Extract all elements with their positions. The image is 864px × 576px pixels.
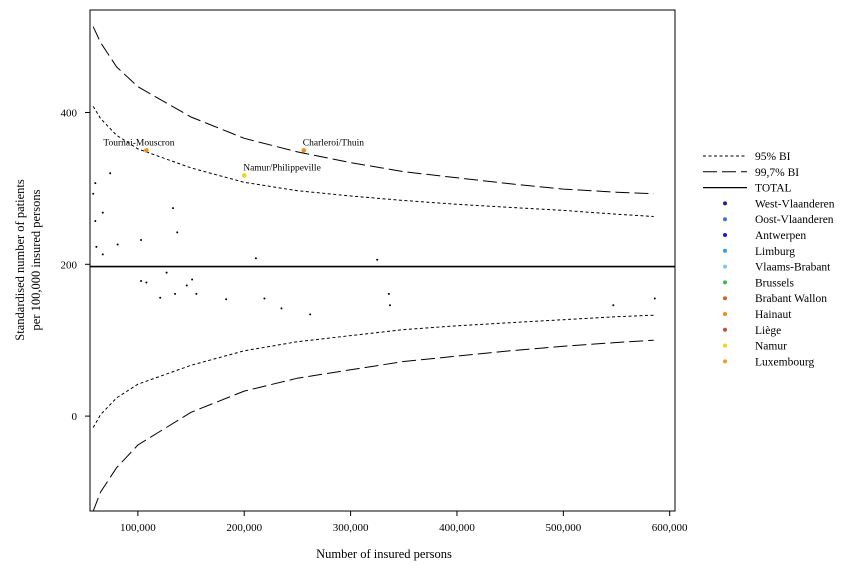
y-axis-title-line2: per 100,000 insured persons bbox=[29, 189, 43, 330]
legend-label: Hainaut bbox=[755, 309, 792, 321]
data-point bbox=[95, 245, 98, 248]
data-point bbox=[191, 278, 194, 281]
legend: 95% BI 99,7% BI TOTAL West-Vlaanderen Oost-V… bbox=[703, 151, 835, 368]
y-tick-label: 200 bbox=[61, 259, 78, 271]
legend-label: Brabant Wallon bbox=[755, 293, 827, 305]
data-point bbox=[92, 192, 95, 195]
data-point bbox=[653, 297, 656, 300]
legend-label: Limburg bbox=[755, 246, 795, 258]
legend-label: 99,7% BI bbox=[755, 167, 799, 179]
x-axis-title: Number of insured persons bbox=[316, 547, 452, 561]
data-point bbox=[165, 271, 168, 274]
legend-label: Antwerpen bbox=[755, 230, 806, 242]
x-tick-label: 600,000 bbox=[652, 522, 688, 534]
data-point bbox=[612, 304, 615, 307]
x-axis: 100,000 200,000 300,000 400,000 500,000 600,0… bbox=[120, 511, 688, 534]
legend-label: Luxembourg bbox=[755, 356, 814, 368]
x-tick-label: 300,000 bbox=[333, 522, 369, 534]
legend-label: TOTAL bbox=[755, 183, 792, 195]
legend-label: Brussels bbox=[755, 277, 795, 289]
data-point bbox=[263, 297, 266, 300]
data-point bbox=[109, 172, 112, 175]
y-tick-label: 0 bbox=[72, 411, 78, 423]
data-point bbox=[387, 292, 390, 295]
legend-marker bbox=[723, 264, 727, 269]
legend-marker bbox=[723, 280, 727, 285]
data-point bbox=[94, 182, 97, 185]
legend-marker bbox=[723, 233, 727, 237]
data-point bbox=[280, 307, 283, 310]
y-axis: 0 200 400 bbox=[61, 107, 90, 423]
data-point bbox=[309, 313, 312, 316]
data-point bbox=[101, 253, 104, 256]
data-point bbox=[140, 239, 143, 242]
x-tick-label: 100,000 bbox=[120, 522, 156, 534]
data-point bbox=[101, 211, 104, 214]
legend-marker bbox=[723, 296, 727, 301]
legend-label: Liège bbox=[755, 325, 781, 337]
data-point bbox=[195, 292, 198, 295]
point-label: Namur/Philippeville bbox=[243, 163, 321, 173]
data-points bbox=[92, 148, 656, 316]
data-point bbox=[145, 281, 148, 284]
legend-label: West-Vlaanderen bbox=[755, 198, 835, 210]
x-tick-label: 500,000 bbox=[545, 522, 581, 534]
data-point bbox=[185, 284, 188, 287]
legend-marker bbox=[723, 248, 727, 253]
plot-frame bbox=[89, 9, 676, 512]
data-point bbox=[376, 258, 379, 261]
data-point bbox=[140, 279, 143, 282]
data-point bbox=[174, 292, 177, 295]
legend-label: Vlaams-Brabant bbox=[755, 262, 831, 274]
point-label: Tournai-Mouscron bbox=[103, 138, 174, 148]
point-annotations: Tournai-Mouscron Charleroi/Thuin Namur/Phi… bbox=[103, 138, 364, 173]
legend-marker bbox=[723, 312, 727, 316]
data-point bbox=[116, 243, 119, 246]
data-point bbox=[159, 296, 162, 299]
bound-997-upper bbox=[92, 26, 654, 195]
x-tick-label: 200,000 bbox=[226, 522, 262, 534]
y-axis-title-line1: Standardised number of patients bbox=[13, 179, 27, 341]
legend-marker bbox=[723, 343, 727, 348]
data-point bbox=[301, 148, 307, 153]
legend-marker bbox=[723, 359, 727, 364]
data-point bbox=[241, 173, 247, 178]
legend-marker bbox=[723, 201, 727, 206]
data-point bbox=[144, 148, 149, 153]
data-point bbox=[171, 207, 174, 210]
legend-label: Oost-Vlaanderen bbox=[755, 214, 834, 226]
bound-95-upper bbox=[92, 106, 654, 217]
boundary-lines bbox=[92, 26, 654, 512]
data-point bbox=[254, 257, 257, 260]
legend-label: Namur bbox=[755, 341, 787, 353]
data-point bbox=[94, 220, 97, 223]
x-tick-label: 400,000 bbox=[439, 522, 475, 534]
legend-marker bbox=[723, 327, 727, 332]
legend-label: 95% BI bbox=[755, 151, 791, 163]
y-tick-label: 400 bbox=[61, 107, 78, 119]
legend-marker bbox=[723, 217, 727, 222]
bound-95-lower bbox=[92, 314, 654, 428]
data-point bbox=[388, 304, 391, 307]
point-label: Charleroi/Thuin bbox=[303, 138, 364, 148]
data-point bbox=[225, 298, 228, 301]
bound-997-lower bbox=[92, 339, 654, 512]
data-point bbox=[176, 231, 179, 234]
